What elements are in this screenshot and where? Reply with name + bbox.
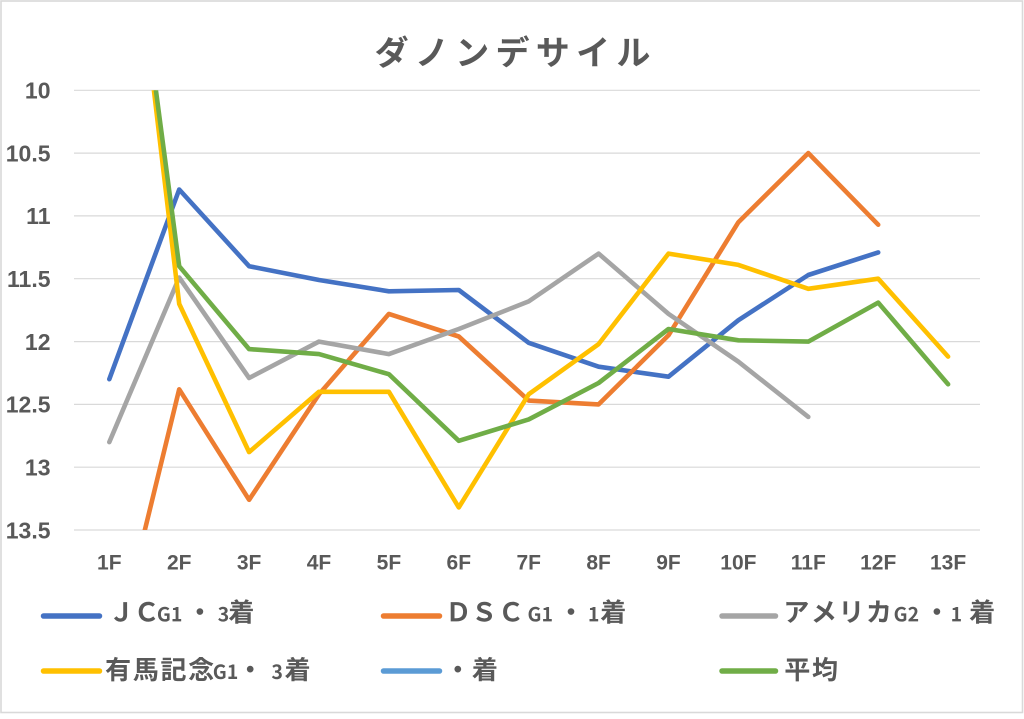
svg-text:11.5: 11.5 — [7, 266, 51, 292]
svg-text:3F: 3F — [237, 552, 262, 575]
svg-text:13.5: 13.5 — [6, 517, 51, 543]
svg-text:7F: 7F — [516, 552, 541, 575]
svg-text:9F: 9F — [656, 552, 681, 575]
svg-text:12.5: 12.5 — [6, 392, 51, 418]
svg-text:5F: 5F — [377, 552, 402, 575]
svg-text:11: 11 — [26, 203, 51, 229]
svg-text:10: 10 — [25, 78, 51, 104]
svg-text:13F: 13F — [930, 552, 966, 575]
svg-text:4F: 4F — [307, 552, 332, 575]
svg-text:1F: 1F — [97, 552, 122, 575]
svg-text:13: 13 — [25, 455, 51, 481]
svg-text:10F: 10F — [720, 552, 756, 575]
svg-text:8F: 8F — [586, 552, 611, 575]
svg-text:11F: 11F — [791, 552, 826, 575]
svg-text:12: 12 — [25, 329, 51, 355]
svg-text:2F: 2F — [167, 552, 192, 575]
svg-text:6F: 6F — [447, 552, 472, 575]
svg-text:12F: 12F — [860, 552, 896, 575]
svg-text:10.5: 10.5 — [6, 140, 51, 166]
